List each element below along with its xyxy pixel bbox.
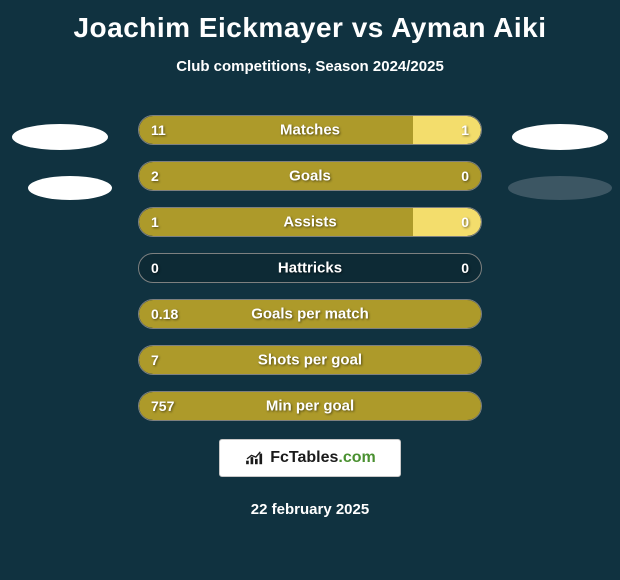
- logo-text-fc: FcTables: [270, 449, 338, 466]
- page-title: Joachim Eickmayer vs Ayman Aiki: [0, 0, 620, 44]
- stat-row: 1Assists0: [138, 207, 482, 237]
- player-left-badge-bottom: [28, 176, 112, 200]
- stat-label: Goals per match: [139, 306, 481, 323]
- stat-label: Shots per goal: [139, 352, 481, 369]
- stat-label: Min per goal: [139, 398, 481, 415]
- stat-value-right: 0: [461, 260, 469, 276]
- player-right-badge-bottom: [508, 176, 612, 200]
- player-left-badge-top: [12, 124, 108, 150]
- stat-row: 0Hattricks0: [138, 253, 482, 283]
- stat-row: 7Shots per goal: [138, 345, 482, 375]
- stat-row: 11Matches1: [138, 115, 482, 145]
- fctables-logo[interactable]: FcTables.com: [219, 439, 401, 477]
- stat-label: Assists: [139, 214, 481, 231]
- stat-value-right: 0: [461, 214, 469, 230]
- stat-row: 2Goals0: [138, 161, 482, 191]
- footer-date: 22 february 2025: [0, 501, 620, 518]
- stats-container: 11Matches12Goals01Assists00Hattricks00.1…: [0, 115, 620, 421]
- chart-icon: [244, 450, 266, 466]
- stat-value-right: 1: [461, 122, 469, 138]
- page-subtitle: Club competitions, Season 2024/2025: [0, 58, 620, 75]
- stat-value-right: 0: [461, 168, 469, 184]
- logo-text: FcTables.com: [270, 449, 376, 467]
- player-right-badge-top: [512, 124, 608, 150]
- stat-row: 0.18Goals per match: [138, 299, 482, 329]
- stat-label: Hattricks: [139, 260, 481, 277]
- stat-row: 757Min per goal: [138, 391, 482, 421]
- stat-label: Goals: [139, 168, 481, 185]
- stat-label: Matches: [139, 122, 481, 139]
- logo-text-com: .com: [338, 449, 375, 466]
